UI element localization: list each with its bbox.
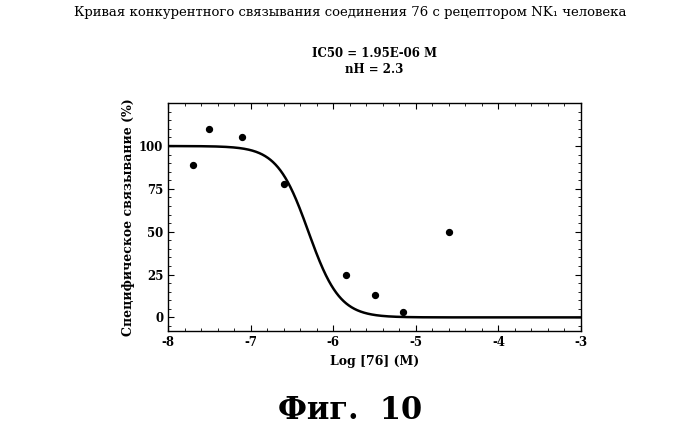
Text: nH = 2.3: nH = 2.3 (345, 63, 404, 76)
Point (369, 292, 380, 298)
Point (340, 271, 351, 278)
X-axis label: Log [76] (M): Log [76] (M) (330, 354, 419, 368)
Point (237, 134, 248, 141)
Point (187, 161, 198, 168)
Point (398, 309, 409, 316)
Text: Фиг.  10: Фиг. 10 (278, 395, 422, 426)
Text: Кривая конкурентного связывания соединения 76 с рецептором NK₁ человека: Кривая конкурентного связывания соединен… (74, 6, 626, 19)
Point (204, 126, 215, 132)
Text: IC50 = 1.95Е-06 M: IC50 = 1.95Е-06 M (312, 47, 437, 60)
Y-axis label: Специфическое связывание (%): Специфическое связывание (%) (122, 98, 134, 336)
Point (443, 228, 454, 235)
Point (278, 180, 289, 187)
